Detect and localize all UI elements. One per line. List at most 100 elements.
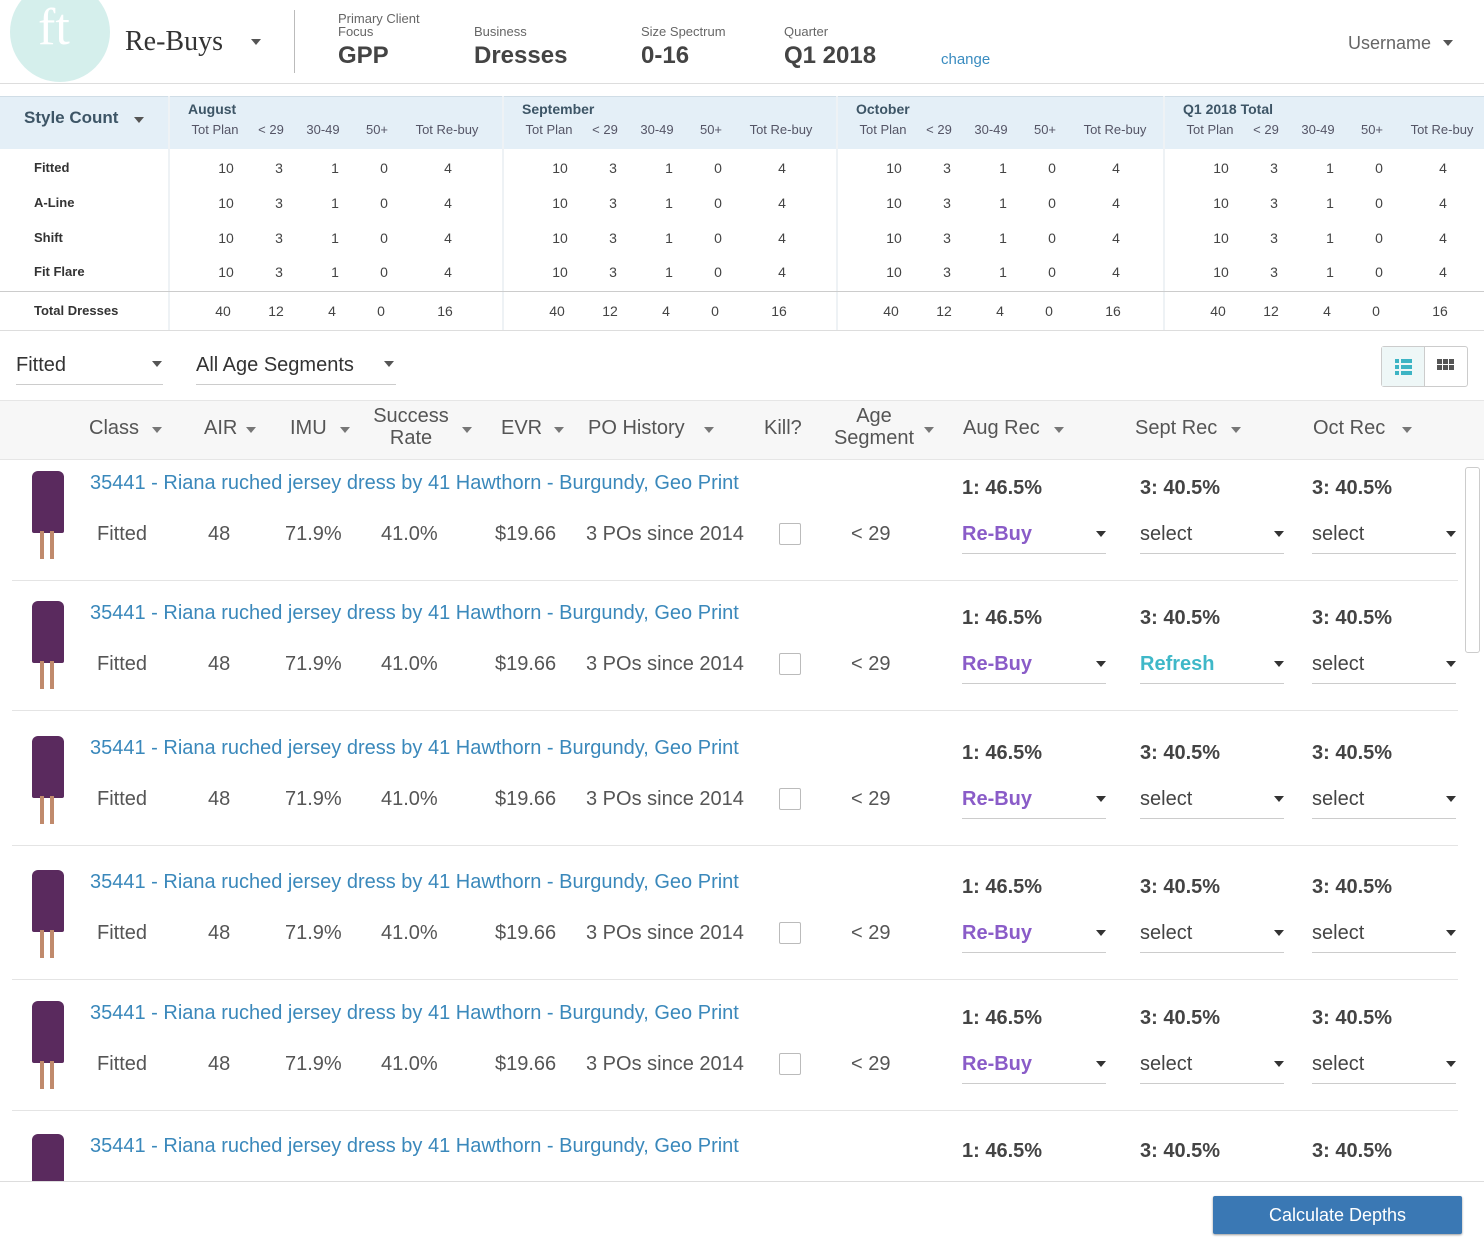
rec-select[interactable]: select bbox=[1312, 1053, 1365, 1075]
caret bbox=[1096, 531, 1106, 537]
item-po-history: 3 POs since 2014 bbox=[586, 1053, 744, 1075]
rec-score: 1: 46.5% bbox=[962, 742, 1043, 764]
select-underline bbox=[1312, 553, 1456, 554]
row-separator bbox=[12, 710, 1458, 711]
cell: 0 bbox=[380, 230, 388, 246]
cell: 3 bbox=[943, 195, 951, 211]
rec-select[interactable]: select bbox=[1140, 922, 1193, 944]
list-view-button[interactable] bbox=[1382, 347, 1425, 386]
kill-checkbox[interactable] bbox=[779, 523, 801, 545]
rec-select[interactable]: Re-Buy bbox=[962, 788, 1033, 810]
grid-view-button[interactable] bbox=[1425, 347, 1467, 386]
rec-select[interactable]: Re-Buy bbox=[962, 1053, 1033, 1075]
dress bbox=[32, 601, 64, 663]
kill-checkbox[interactable] bbox=[779, 653, 801, 675]
caret bbox=[246, 427, 256, 433]
rec-select[interactable]: select bbox=[1140, 523, 1193, 545]
caret bbox=[554, 427, 564, 433]
caret bbox=[1096, 796, 1106, 802]
cell: 0 bbox=[380, 264, 388, 280]
column-header[interactable]: Class bbox=[89, 417, 140, 439]
username[interactable]: Username bbox=[1348, 33, 1432, 53]
item-row: 35441 - Riana ruched jersey dress by 41 … bbox=[0, 857, 1484, 987]
icon-bar bbox=[1401, 359, 1412, 363]
item-imu: 71.9% bbox=[285, 523, 342, 545]
item-title[interactable]: 35441 - Riana ruched jersey dress by 41 … bbox=[90, 871, 739, 893]
caret bbox=[924, 427, 934, 433]
field-value: GPP bbox=[338, 42, 389, 69]
rec-select[interactable]: select bbox=[1140, 788, 1193, 810]
cell: 10 bbox=[1213, 160, 1229, 176]
column-header[interactable]: PO History bbox=[588, 417, 685, 439]
calculate-button[interactable]: Calculate Depths bbox=[1213, 1196, 1462, 1234]
cell: 4 bbox=[778, 160, 786, 176]
rec-select[interactable]: Re-Buy bbox=[962, 653, 1033, 675]
caret bbox=[1446, 1061, 1456, 1067]
row-separator bbox=[12, 845, 1458, 846]
rec-select[interactable]: select bbox=[1312, 922, 1365, 944]
logo[interactable]: ft bbox=[10, 0, 110, 82]
total-cell: 4 bbox=[1323, 303, 1331, 319]
caret bbox=[1446, 796, 1456, 802]
filter-dropdown[interactable]: Fitted bbox=[16, 354, 67, 376]
column-header[interactable]: EVR bbox=[501, 417, 543, 439]
item-success-rate: 41.0% bbox=[381, 788, 438, 810]
column-header[interactable]: AIR bbox=[204, 417, 238, 439]
caret bbox=[704, 427, 714, 433]
item-title[interactable]: 35441 - Riana ruched jersey dress by 41 … bbox=[90, 472, 739, 494]
kill-checkbox[interactable] bbox=[779, 1053, 801, 1075]
leg bbox=[50, 1061, 54, 1089]
group-column: Tot Plan bbox=[859, 122, 907, 137]
column-header[interactable]: Success Rate bbox=[373, 405, 449, 449]
caret bbox=[1096, 930, 1106, 936]
header-bar bbox=[0, 0, 1484, 84]
rec-select[interactable]: Re-Buy bbox=[962, 523, 1033, 545]
item-title[interactable]: 35441 - Riana ruched jersey dress by 41 … bbox=[90, 737, 739, 759]
rec-select[interactable]: select bbox=[1140, 1053, 1193, 1075]
select-underline bbox=[1140, 683, 1284, 684]
total-cell: 16 bbox=[1432, 303, 1448, 319]
rec-select[interactable]: Re-Buy bbox=[962, 922, 1033, 944]
group-column: < 29 bbox=[926, 122, 952, 137]
item-title[interactable]: 35441 - Riana ruched jersey dress by 41 … bbox=[90, 1135, 739, 1157]
rec-score: 3: 40.5% bbox=[1312, 477, 1393, 499]
column-header[interactable]: Age Segment bbox=[833, 405, 915, 449]
filter-dropdown[interactable]: All Age Segments bbox=[196, 354, 354, 376]
column-header[interactable]: Oct Rec bbox=[1313, 417, 1386, 439]
column-header[interactable]: Sept Rec bbox=[1135, 417, 1218, 439]
rec-select[interactable]: select bbox=[1312, 788, 1365, 810]
column-header[interactable]: Aug Rec bbox=[963, 417, 1040, 439]
cell: 10 bbox=[886, 160, 902, 176]
total-cell: 16 bbox=[771, 303, 787, 319]
cell: 1 bbox=[665, 264, 673, 280]
cell: 4 bbox=[444, 160, 452, 176]
kill-checkbox[interactable] bbox=[779, 788, 801, 810]
rec-select[interactable]: Refresh bbox=[1140, 653, 1215, 675]
item-row: 35441 - Riana ruched jersey dress by 41 … bbox=[0, 723, 1484, 853]
cell: 0 bbox=[714, 264, 722, 280]
item-title[interactable]: 35441 - Riana ruched jersey dress by 41 … bbox=[90, 1002, 739, 1024]
summary-title[interactable]: Style Count bbox=[24, 108, 119, 127]
group-column: Tot Plan bbox=[525, 122, 573, 137]
caret bbox=[1096, 1061, 1106, 1067]
item-title[interactable]: 35441 - Riana ruched jersey dress by 41 … bbox=[90, 602, 739, 624]
select-underline bbox=[1140, 553, 1284, 554]
kill-checkbox[interactable] bbox=[779, 922, 801, 944]
total-cell: 12 bbox=[936, 303, 952, 319]
group-column: Tot Re-buy bbox=[749, 122, 813, 137]
column-header[interactable]: Kill? bbox=[764, 417, 802, 439]
rec-select[interactable]: select bbox=[1312, 523, 1365, 545]
select-underline bbox=[1312, 1083, 1456, 1084]
rec-select[interactable]: select bbox=[1312, 653, 1365, 675]
item-air: 48 bbox=[208, 523, 231, 545]
leg bbox=[40, 661, 44, 689]
change-link[interactable]: change bbox=[941, 51, 991, 68]
caret bbox=[152, 361, 162, 367]
cell: 0 bbox=[1375, 195, 1383, 211]
item-evr: $19.66 bbox=[495, 653, 557, 675]
scrollbar bbox=[1465, 467, 1480, 653]
rec-score: 3: 40.5% bbox=[1312, 1007, 1393, 1029]
column-header[interactable]: IMU bbox=[290, 417, 327, 439]
thumbnail bbox=[30, 870, 66, 958]
app-name[interactable]: Re-Buys bbox=[125, 26, 223, 57]
